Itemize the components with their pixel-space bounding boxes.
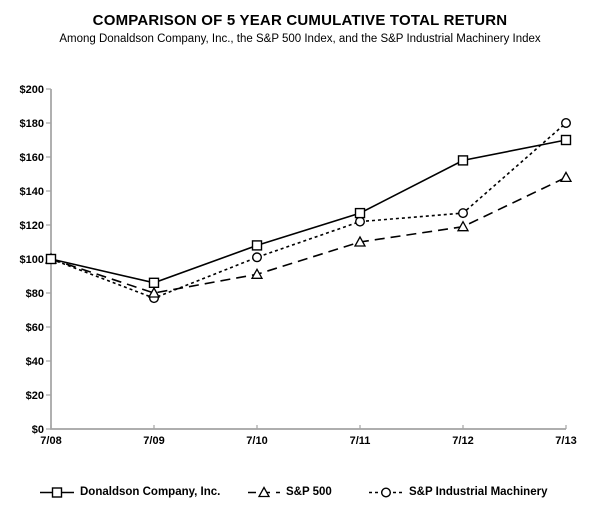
x-axis-tick-label: 7/12 bbox=[452, 435, 473, 447]
y-axis-tick-label: $0 bbox=[32, 424, 44, 436]
axis-lines bbox=[50, 89, 566, 430]
data-marker-square-donaldson-company-inc bbox=[251, 240, 263, 251]
y-axis-tick-label: $140 bbox=[20, 186, 44, 198]
chart-title: COMPARISON OF 5 YEAR CUMULATIVE TOTAL RE… bbox=[92, 12, 508, 29]
legend-dashed-line-triangle-icon bbox=[248, 486, 280, 498]
y-axis-tick-label: $180 bbox=[20, 118, 44, 130]
chart-plot-area: $0 $20 $40 $60 $80 $100 $120 $140 $160 $180 $200 7/… bbox=[20, 84, 577, 447]
y-axis-tick-label: $20 bbox=[26, 390, 44, 402]
y-axis-tick-label: $40 bbox=[26, 356, 44, 368]
series-line-donaldson-company-inc bbox=[50, 139, 567, 284]
chart-subtitle: Among Donaldson Company, Inc., the S&P 5… bbox=[59, 33, 541, 45]
legend-label-sp500: S&P 500 bbox=[286, 486, 332, 498]
y-axis-tick-label: $160 bbox=[20, 152, 44, 164]
data-marker-circle-s-p-industrial-machinery bbox=[251, 252, 262, 263]
legend-solid-line-square-icon bbox=[40, 487, 74, 498]
x-axis-tick-label: 7/11 bbox=[350, 435, 371, 447]
x-axis-tick-label: 7/10 bbox=[246, 435, 267, 447]
data-marker-triangle-s-p-500 bbox=[353, 235, 367, 247]
data-marker-square-donaldson-company-inc bbox=[45, 253, 57, 265]
y-axis-tick-label: $60 bbox=[26, 322, 44, 334]
data-marker-square-donaldson-company-inc bbox=[560, 134, 572, 146]
legend-label-industrial-machinery: S&P Industrial Machinery bbox=[409, 486, 548, 498]
data-marker-triangle-s-p-500 bbox=[456, 220, 470, 232]
x-axis-tick-label: 7/13 bbox=[555, 435, 576, 447]
data-marker-circle-s-p-industrial-machinery bbox=[561, 117, 572, 128]
y-axis-tick-label: $120 bbox=[20, 220, 44, 232]
data-marker-square-donaldson-company-inc bbox=[354, 207, 366, 219]
data-marker-square-donaldson-company-inc bbox=[148, 277, 160, 288]
data-marker-triangle-s-p-500 bbox=[559, 171, 573, 183]
series-line-s-p-industrial-machinery bbox=[50, 122, 567, 299]
x-axis-tick-label: 7/08 bbox=[40, 435, 61, 447]
data-marker-triangle-s-p-500 bbox=[147, 286, 161, 298]
y-axis-tick-label: $80 bbox=[26, 288, 44, 300]
x-axis-tick-label: 7/09 bbox=[143, 435, 164, 447]
legend-dotted-line-circle-icon bbox=[369, 487, 403, 498]
data-marker-circle-s-p-industrial-machinery bbox=[458, 208, 469, 219]
legend-item-industrial-machinery: S&P Industrial Machinery bbox=[369, 484, 547, 500]
legend-label-donaldson: Donaldson Company, Inc. bbox=[80, 486, 221, 498]
data-marker-circle-s-p-industrial-machinery bbox=[355, 216, 366, 227]
legend: Donaldson Company, Inc. S&P 500 S&P Indu… bbox=[0, 484, 600, 502]
data-marker-triangle-s-p-500 bbox=[250, 267, 264, 279]
data-marker-square-donaldson-company-inc bbox=[457, 155, 469, 166]
y-axis-tick-label: $200 bbox=[20, 84, 44, 96]
legend-item-donaldson: Donaldson Company, Inc. bbox=[40, 484, 220, 500]
legend-item-sp500: S&P 500 bbox=[248, 484, 332, 500]
y-axis-tick-label: $100 bbox=[20, 254, 44, 266]
series-line-s-p-500 bbox=[50, 176, 567, 294]
